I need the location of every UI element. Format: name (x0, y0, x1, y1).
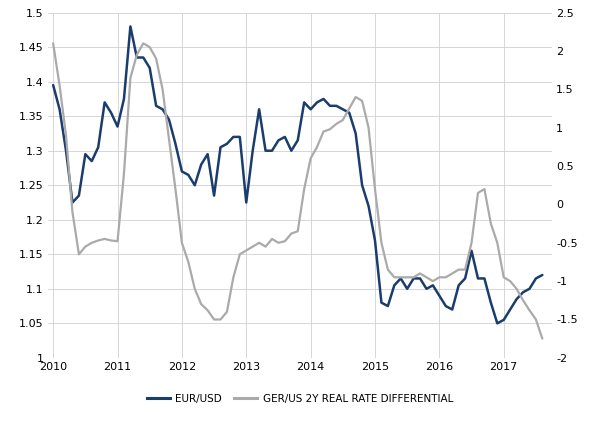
Legend: EUR/USD, GER/US 2Y REAL RATE DIFFERENTIAL: EUR/USD, GER/US 2Y REAL RATE DIFFERENTIA… (143, 389, 457, 408)
